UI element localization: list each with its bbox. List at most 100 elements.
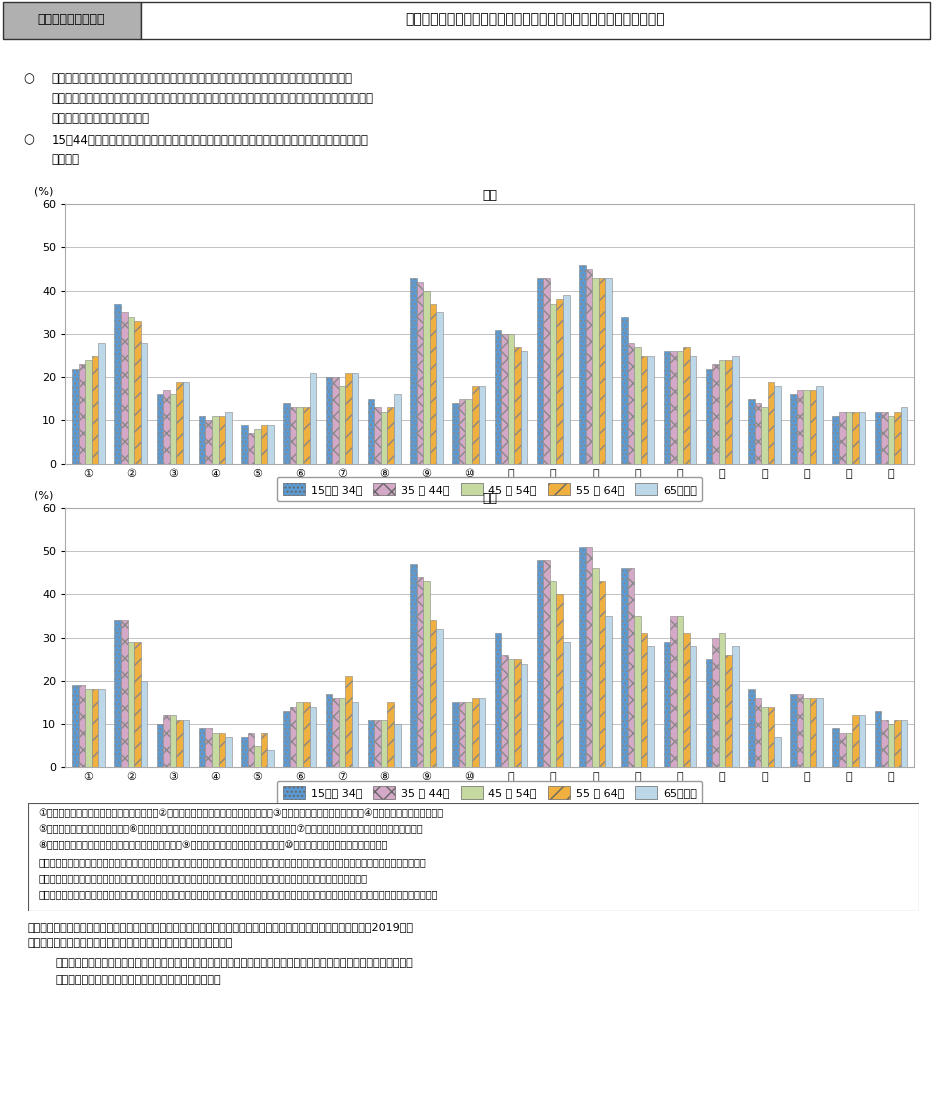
Text: ⑧能力開発機会の充実や従業員の自己啓発への支援、⑨労働時間の短縮や働き方の柔軟化、⑩採用時に職務内容を文書で明確化、: ⑧能力開発機会の充実や従業員の自己啓発への支援、⑨労働時間の短縮や働き方の柔軟化… <box>38 840 388 850</box>
Bar <box>85 360 91 464</box>
Bar <box>816 386 823 464</box>
Bar <box>459 702 466 767</box>
Bar <box>755 403 761 464</box>
Bar <box>374 407 381 464</box>
Text: の個票を厚生労働省政策統括官付政策統括室にて独自集計: の個票を厚生労働省政策統括官付政策統括室にて独自集計 <box>28 938 233 948</box>
Bar <box>268 750 274 767</box>
Bar <box>387 702 394 767</box>
Bar <box>430 620 437 767</box>
Bar <box>368 399 374 464</box>
Bar <box>352 373 358 464</box>
Bar <box>712 364 718 464</box>
Bar <box>199 416 205 464</box>
Bar <box>91 689 98 767</box>
Title: 女性: 女性 <box>482 492 497 506</box>
Bar <box>705 369 712 464</box>
Bar <box>199 729 205 767</box>
Bar <box>543 278 550 464</box>
Bar <box>128 317 134 464</box>
Bar <box>858 412 865 464</box>
Bar <box>176 382 183 464</box>
Bar <box>508 333 514 464</box>
Text: 15～44歳の女性にとっては「仕事と育児との両立支援」も働きやすさに関する重要な要素となっ: 15～44歳の女性にとっては「仕事と育児との両立支援」も働きやすさに関する重要な… <box>51 134 369 147</box>
Bar <box>882 720 888 767</box>
Bar <box>437 629 443 767</box>
Bar <box>225 737 231 767</box>
Bar <box>218 416 225 464</box>
Bar <box>98 342 104 464</box>
Bar <box>797 693 803 767</box>
Bar <box>254 745 261 767</box>
Bar <box>514 659 521 767</box>
Bar <box>621 569 628 767</box>
Bar <box>494 634 501 767</box>
Legend: 15歳～ 34歳, 35 ～ 44歳, 45 ～ 54歳, 55 ～ 64歳, 65歳以上: 15歳～ 34歳, 35 ～ 44歳, 45 ～ 54歳, 55 ～ 64歳, … <box>277 781 703 805</box>
Bar <box>901 407 908 464</box>
Bar <box>774 737 781 767</box>
Bar <box>550 304 556 464</box>
Bar <box>882 412 888 464</box>
Legend: 15歳～ 34歳, 35 ～ 44歳, 45 ～ 54歳, 55 ～ 64歳, 65歳以上: 15歳～ 34歳, 35 ～ 44歳, 45 ～ 54歳, 55 ～ 64歳, … <box>277 477 703 501</box>
Bar <box>352 702 358 767</box>
Text: 男女別・年齢階級別にみた働きやすさの向上のために重要な雇用管理: 男女別・年齢階級別にみた働きやすさの向上のために重要な雇用管理 <box>405 12 664 26</box>
Text: ①人事評価に関する公正性・納得性の向上、②本人の希望を踏まえた配属、配置転換、③業務遂行に伴う裁量権の拡大、④優秀な人材の抜擢・登用、: ①人事評価に関する公正性・納得性の向上、②本人の希望を踏まえた配属、配置転換、③… <box>38 808 444 818</box>
Bar <box>634 616 641 767</box>
Bar <box>768 707 774 767</box>
Bar <box>748 399 755 464</box>
Bar <box>858 715 865 767</box>
Bar <box>676 616 683 767</box>
Bar <box>205 729 212 767</box>
Bar <box>310 707 316 767</box>
Bar <box>494 330 501 464</box>
Bar <box>332 698 339 767</box>
Bar <box>115 304 121 464</box>
Bar <box>290 407 297 464</box>
Bar <box>648 646 654 767</box>
Y-axis label: (%): (%) <box>35 187 54 197</box>
Bar <box>241 425 247 464</box>
Bar <box>437 312 443 464</box>
Bar <box>641 634 648 767</box>
Bar <box>606 278 612 464</box>
Bar <box>128 641 134 767</box>
Bar <box>875 412 882 464</box>
Bar <box>895 720 901 767</box>
Bar <box>466 399 472 464</box>
Text: （注）　働きやすさの向上の観点から、正社員が重要と考える、企業の雇用管理の取組について複数回答（上位５つ）: （注） 働きやすさの向上の観点から、正社員が重要と考える、企業の雇用管理の取組に… <box>56 958 413 968</box>
Bar <box>839 412 845 464</box>
Bar <box>157 724 163 767</box>
Bar <box>726 655 732 767</box>
FancyBboxPatch shape <box>3 2 141 39</box>
Bar <box>424 290 430 464</box>
Bar <box>536 560 543 767</box>
Bar <box>368 720 374 767</box>
Bar <box>683 347 689 464</box>
Bar <box>592 569 599 767</box>
Bar <box>85 689 91 767</box>
Bar <box>895 412 901 464</box>
Bar <box>641 355 648 464</box>
Bar <box>176 720 183 767</box>
Bar <box>163 715 170 767</box>
Bar <box>78 364 85 464</box>
Text: の結果を各性・年齢階級ごとに集計したもの。: の結果を各性・年齢階級ごとに集計したもの。 <box>56 975 222 985</box>
Bar <box>466 702 472 767</box>
Bar <box>212 733 218 767</box>
Text: ⑮仕事と介護との両立支援、⑯仕事と病気治療との両立支援、⑰育児・介護・病気治療等により離職された方への復職支援、: ⑮仕事と介護との両立支援、⑯仕事と病気治療との両立支援、⑰育児・介護・病気治療等… <box>38 873 368 883</box>
Bar <box>430 304 437 464</box>
Bar <box>417 577 424 767</box>
Bar <box>290 707 297 767</box>
Bar <box>326 693 332 767</box>
Bar <box>663 641 670 767</box>
Bar <box>676 351 683 464</box>
Bar <box>839 733 845 767</box>
Bar <box>345 373 352 464</box>
Bar <box>586 269 592 464</box>
Bar <box>521 664 527 767</box>
Bar <box>648 355 654 464</box>
Bar <box>157 394 163 464</box>
Bar <box>663 351 670 464</box>
Bar <box>556 594 563 767</box>
Bar <box>845 733 852 767</box>
Bar <box>247 733 254 767</box>
